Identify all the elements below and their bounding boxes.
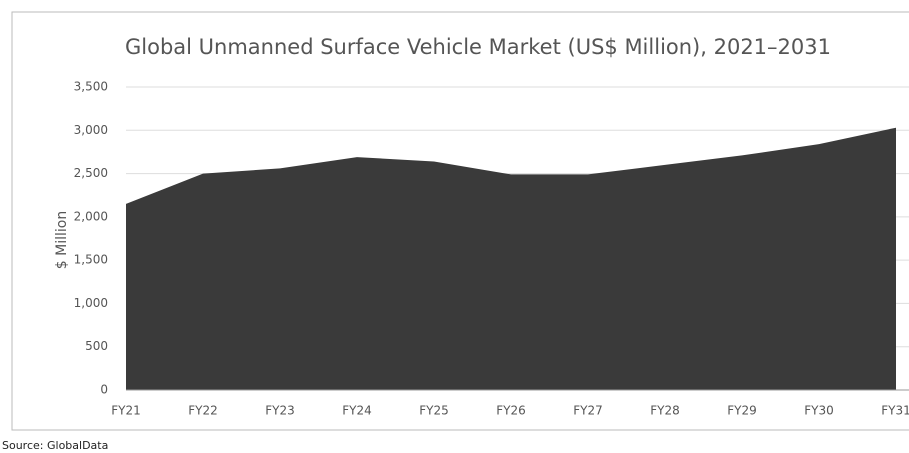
x-tick-label: FY24: [342, 404, 372, 418]
area: [126, 127, 896, 390]
y-tick-label: 1,500: [74, 253, 108, 267]
x-tick-label: FY30: [804, 404, 834, 418]
y-axis-label: $ Million: [54, 211, 70, 269]
y-tick-label: 3,000: [74, 123, 108, 137]
y-tick-label: 2,000: [74, 209, 108, 223]
y-tick-label: 500: [85, 339, 108, 353]
source: Source: GlobalData: [2, 439, 108, 452]
x-tick-label: FY31: [881, 404, 909, 418]
x-tick-label: FY27: [573, 404, 603, 418]
x-tick-label: FY23: [265, 404, 295, 418]
y-tick-label: 3,500: [74, 80, 108, 94]
x-tick-label: FY22: [188, 404, 218, 418]
x-tick-label: FY21: [111, 404, 141, 418]
chart-frame: [11, 11, 909, 431]
x-tick-label: FY29: [727, 404, 757, 418]
x-tick-label: FY28: [650, 404, 680, 418]
chart-title: Global Unmanned Surface Vehicle Market (…: [125, 35, 831, 59]
x-tick-label: FY26: [496, 404, 526, 418]
y-tick-label: 2,500: [74, 166, 108, 180]
x-tick-label: FY25: [419, 404, 449, 418]
y-tick-label: 1,000: [74, 296, 108, 310]
y-tick-label: 0: [100, 383, 108, 397]
